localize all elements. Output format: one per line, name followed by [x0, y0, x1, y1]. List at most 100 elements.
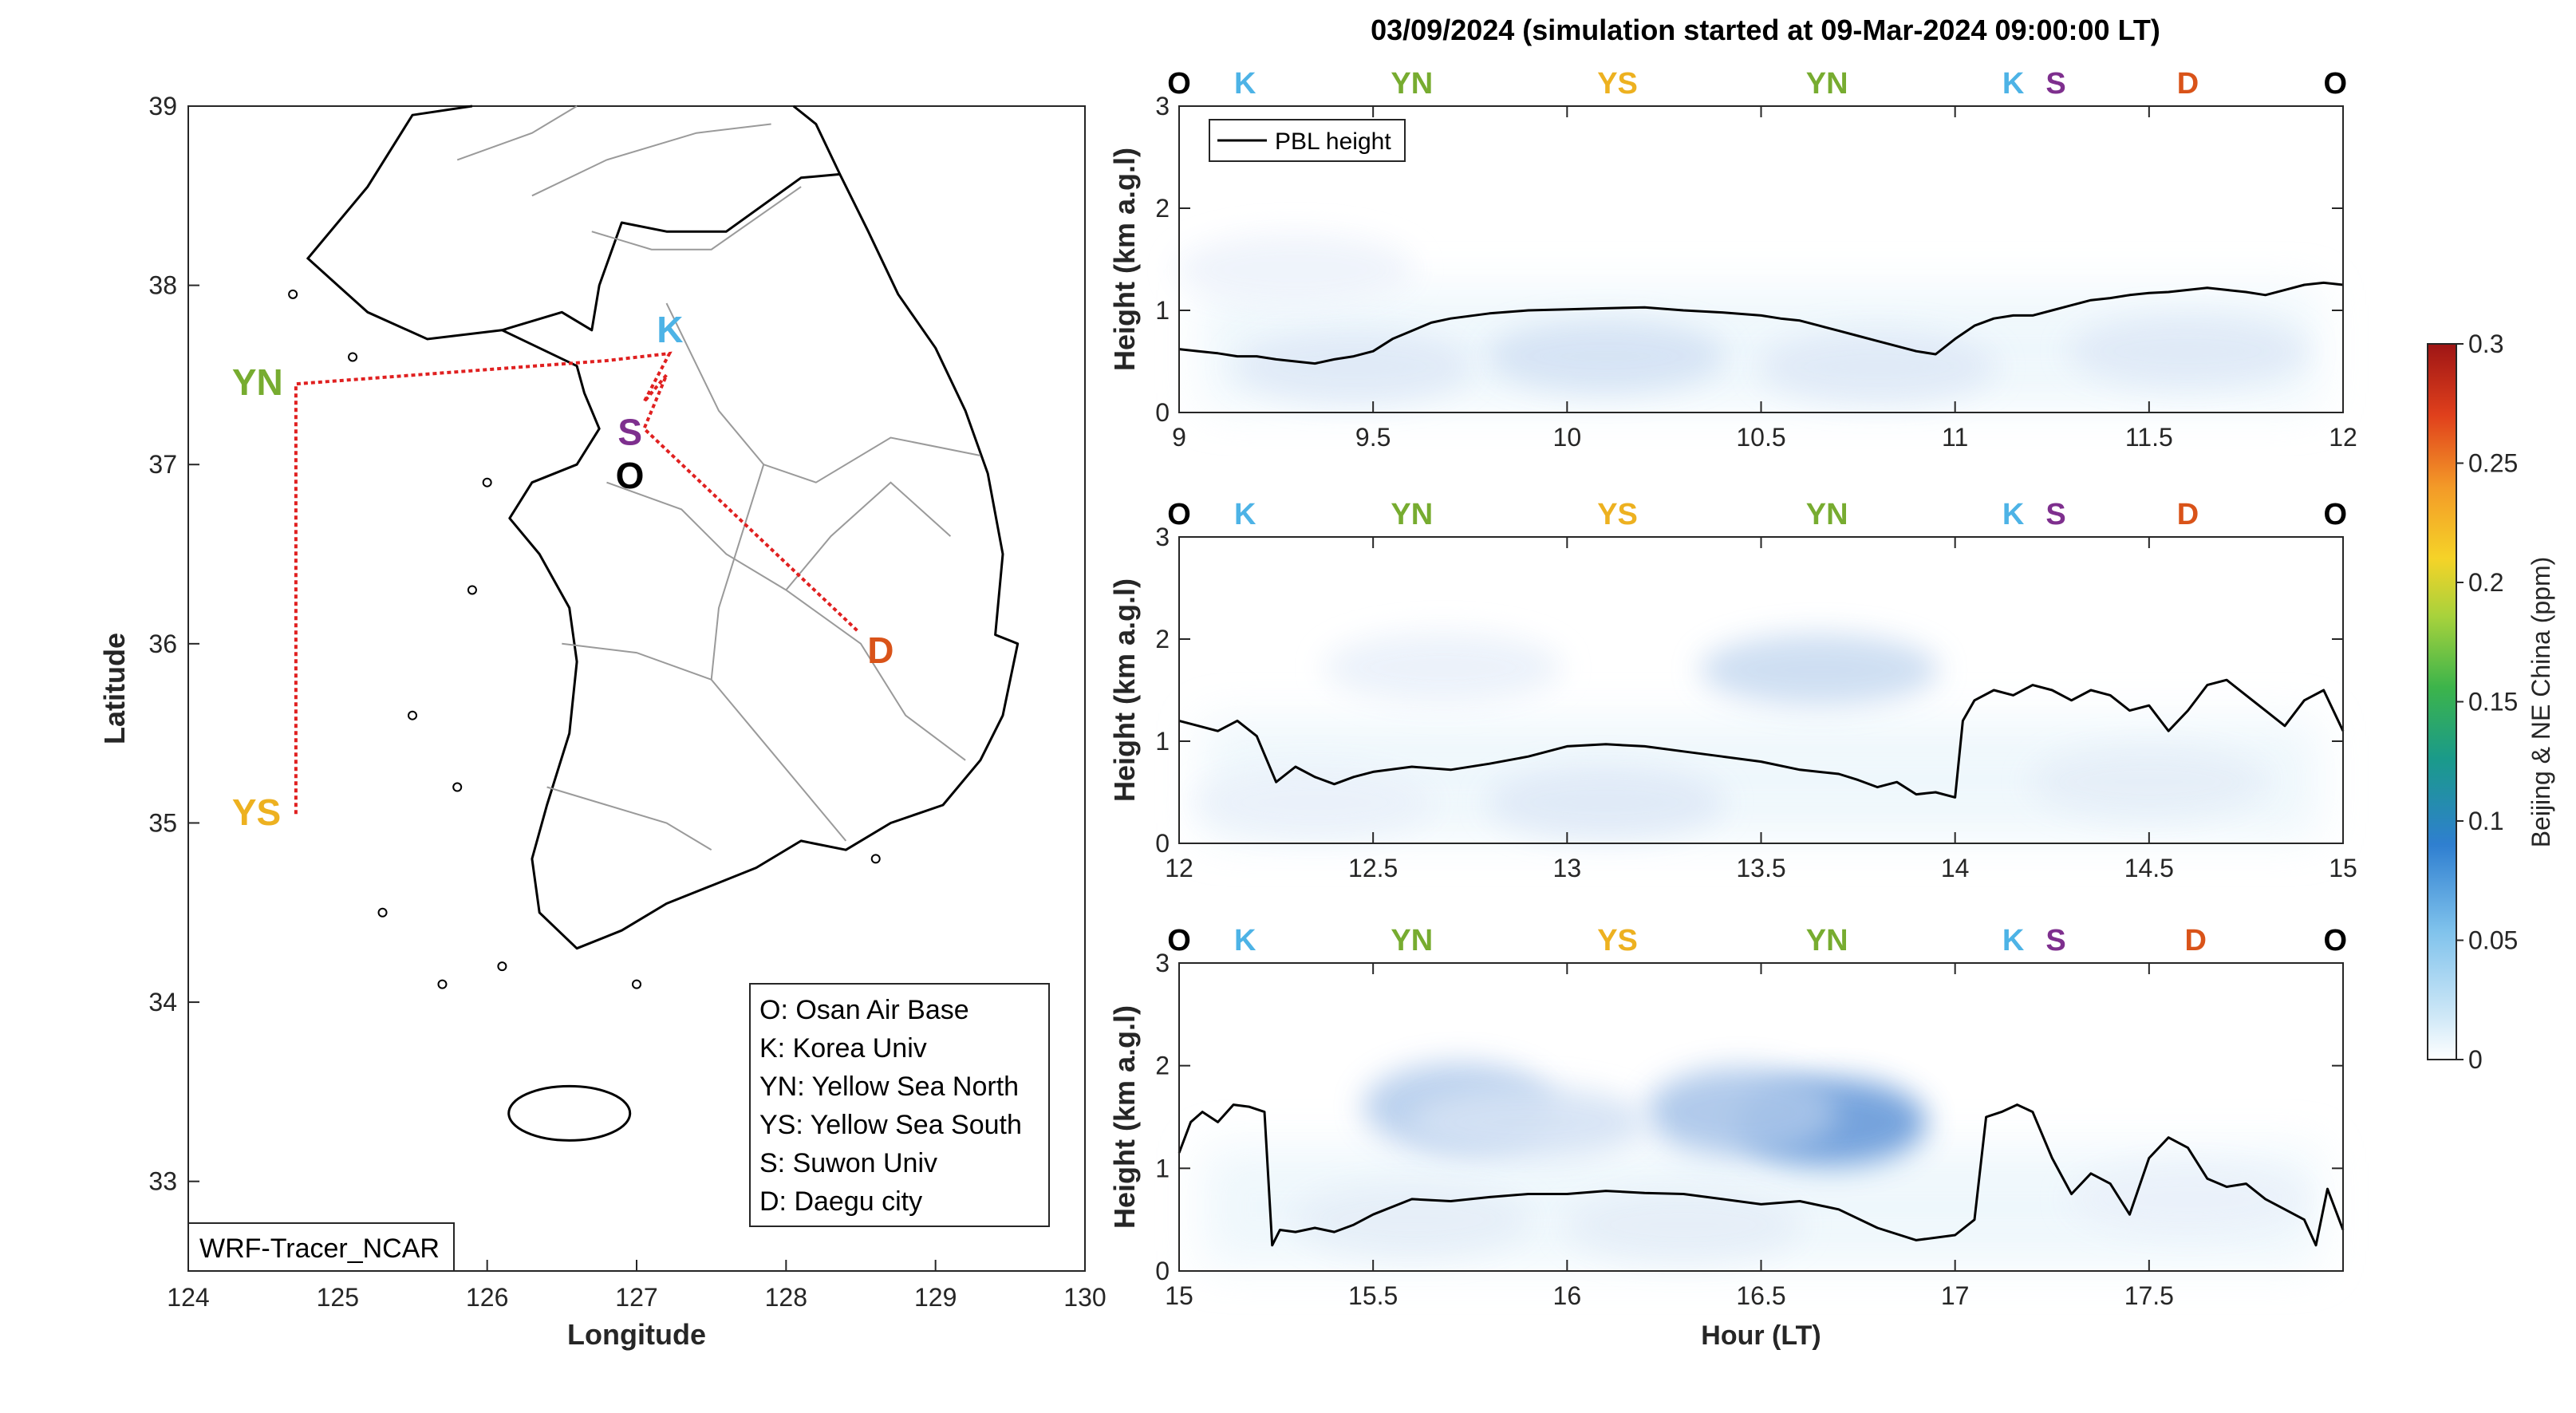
route-label-o: O [1167, 67, 1191, 101]
tracer-blob [2068, 315, 2308, 388]
province-boundary [710, 464, 765, 680]
panel-3: 15 15.5 16 16.5 17 17.5 0 1 2 3 Height (km a.g.l) H… [1108, 924, 2347, 1351]
ytick-label: 1 [1155, 727, 1170, 756]
ytick-label: 0 [1155, 398, 1170, 427]
pbl-height-line [1178, 281, 2344, 365]
colorbar-tick-label: 0.25 [2468, 449, 2518, 478]
route-label-yn: YN [1391, 67, 1433, 101]
tracer-field [1175, 233, 2308, 403]
map-ylabel: Latitude [98, 633, 131, 744]
island [467, 585, 477, 595]
tracer-blob [1408, 1086, 1648, 1158]
route-label-d: D [2177, 67, 2199, 101]
island [482, 477, 492, 487]
tracer-blob [2029, 746, 2269, 819]
province-boundary [785, 481, 952, 591]
province-boundary [456, 105, 578, 161]
xtick-label: 12 [2329, 423, 2357, 452]
pbl-legend-label: PBL height [1275, 128, 1391, 155]
map-ytick-label: 39 [148, 92, 177, 120]
colorbar-label: Beijing & NE China (ppm) [2527, 557, 2555, 848]
site-legend-item: S: Suwon Univ [759, 1148, 937, 1178]
route-label-k: K [2002, 67, 2025, 101]
map-ytick-label: 34 [148, 988, 177, 1016]
site-legend-item: O: Osan Air Base [759, 995, 969, 1025]
colorbar-tick-label: 0.05 [2468, 926, 2518, 955]
ytick-label: 1 [1155, 296, 1170, 325]
colorbar-tick-label: 0.15 [2468, 688, 2518, 716]
map-ytick-label: 33 [148, 1167, 177, 1196]
figure-title: 03/09/2024 (simulation started at 09-Mar… [1371, 14, 2160, 46]
xtick-label: 13 [1553, 854, 1582, 882]
xtick-label: 11.5 [2125, 423, 2173, 452]
route-label-yn: YN [1806, 67, 1848, 101]
jeju-island [507, 1084, 632, 1142]
ytick-label: 0 [1155, 1257, 1170, 1285]
colorbar-tick-label: 0.1 [2468, 807, 2503, 835]
route-label-yn: YN [1806, 498, 1848, 531]
xtick-label: 16 [1553, 1281, 1582, 1310]
tracer-blob [1757, 330, 1998, 403]
site-legend-box [749, 983, 1050, 1227]
route-label-k: K [1234, 498, 1256, 531]
panel-ylabel: Height (km a.g.l) [1108, 148, 1141, 371]
province-boundary [562, 642, 847, 842]
site-label-d: D [867, 630, 894, 671]
map-ytick-label: 38 [148, 271, 177, 300]
colorbar-tick-label: 0 [2468, 1045, 2483, 1074]
panel-xlabel: Hour (LT) [1701, 1320, 1821, 1351]
ytick-label: 1 [1155, 1154, 1170, 1182]
site-label-yn: YN [232, 361, 283, 403]
map-xtick-label: 126 [466, 1283, 508, 1312]
tracer-blob [1564, 1189, 1804, 1261]
pbl-legend: PBL height [1209, 119, 1406, 162]
island [408, 710, 417, 720]
map-xtick-label: 127 [615, 1283, 657, 1312]
panel-ylabel: Height (km a.g.l) [1108, 1005, 1141, 1229]
xtick-label: 15 [2329, 854, 2357, 882]
site-legend-item: YN: Yellow Sea North [759, 1072, 1019, 1102]
xtick-label: 9.5 [1355, 423, 1391, 452]
tracer-blob [2068, 1162, 2308, 1235]
island [452, 782, 463, 792]
colorbar-ticks: 0 0.05 0.1 0.15 0.2 0.25 0.3 [2456, 330, 2518, 1074]
ytick-label: 2 [1155, 1052, 1170, 1080]
route-label-o: O [2323, 67, 2347, 101]
route-label-o: O [2323, 924, 2347, 957]
map-xtick-label: 124 [167, 1283, 209, 1312]
tracer-field [1292, 1063, 2308, 1261]
route-label-d: D [2184, 924, 2206, 957]
site-label-s: S [617, 411, 642, 452]
route-label-yn: YN [1806, 924, 1848, 957]
island [632, 979, 641, 989]
route-label-k: K [2002, 924, 2025, 957]
map-ticks: 124 125 126 127 128 129 130 33 34 35 36 37 38 39 [148, 92, 1106, 1312]
province-boundary [591, 186, 802, 251]
xtick-label: 12.5 [1348, 854, 1398, 882]
map-xlabel: Longitude [567, 1318, 706, 1351]
tracer-blob [1646, 1068, 1838, 1156]
ytick-label: 2 [1155, 625, 1170, 653]
route-label-s: S [2045, 924, 2065, 957]
province-boundary [546, 786, 712, 851]
ytick-label: 3 [1155, 523, 1170, 551]
map-panel: 124 125 126 127 128 129 130 33 34 35 36 37 38 39 YN YS… [98, 92, 1107, 1351]
peninsula-coastline [500, 172, 1020, 950]
province-boundary [531, 123, 771, 197]
map-xtick-label: 125 [317, 1283, 359, 1312]
ytick-label: 2 [1155, 194, 1170, 223]
route-label-ys: YS [1597, 498, 1638, 531]
site-label-o: O [616, 455, 645, 496]
tracer-blob [1699, 633, 1939, 706]
colorbar: 0 0.05 0.1 0.15 0.2 0.25 0.3 Beijing & NE Chin… [2427, 330, 2555, 1074]
xtick-label: 11 [1942, 423, 1968, 452]
xtick-label: 15 [1165, 1281, 1193, 1310]
korea-coastline-map [288, 105, 1020, 1142]
route-label-ys: YS [1597, 924, 1638, 957]
northern-coastline [306, 105, 503, 341]
route-label-s: S [2045, 67, 2065, 101]
colorbar-tick-label: 0.2 [2468, 568, 2503, 597]
map-xtick-label: 130 [1063, 1283, 1106, 1312]
